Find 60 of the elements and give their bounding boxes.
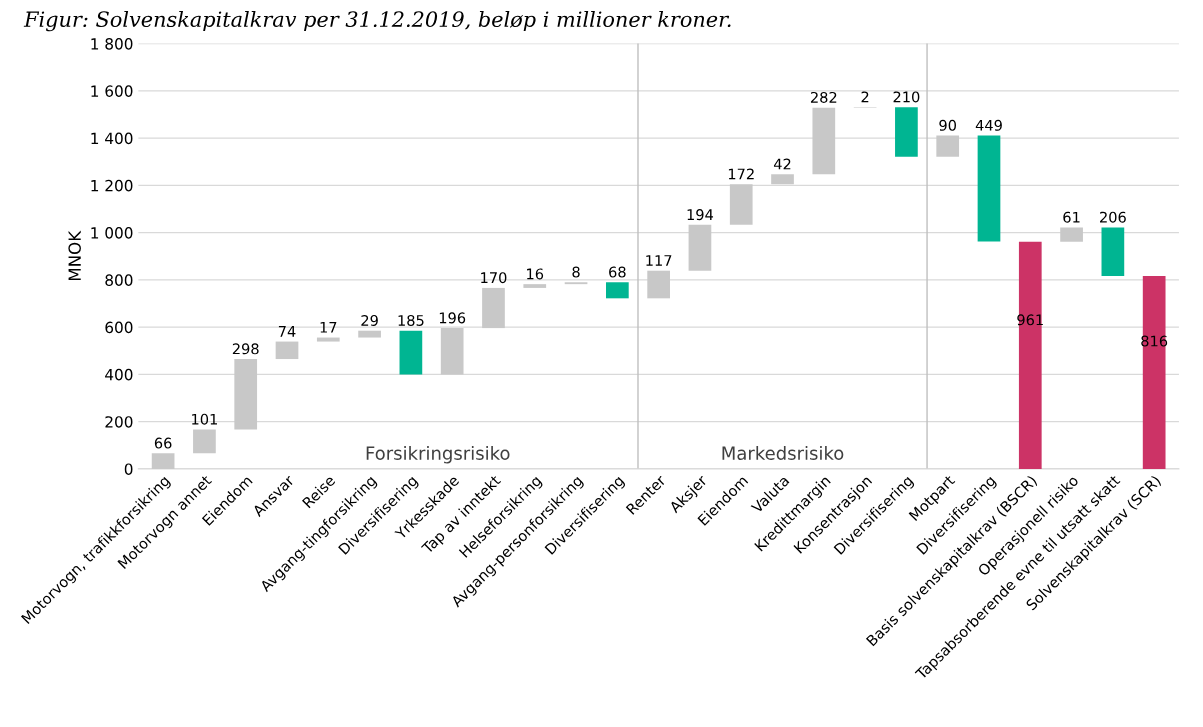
data-label: 101	[192, 413, 217, 425]
bar	[936, 135, 960, 157]
bar	[358, 330, 381, 338]
bar	[895, 107, 918, 157]
data-label: 74	[278, 326, 296, 337]
bar	[482, 287, 505, 329]
bar	[275, 341, 299, 360]
annotation: Forsikringsrisiko	[366, 446, 510, 464]
y-tick-label: 1 800	[91, 38, 133, 50]
data-label: 61	[1063, 211, 1080, 223]
bar	[812, 107, 836, 175]
y-tick-label: 1 600	[91, 85, 133, 97]
bar	[647, 270, 670, 299]
data-label: 17	[320, 321, 337, 333]
y-tick-label: 1 000	[91, 227, 133, 239]
data-label: 194	[687, 209, 714, 221]
bar	[523, 284, 547, 288]
data-label: 42	[773, 158, 791, 170]
data-label: 449	[975, 119, 1002, 131]
bar	[151, 453, 175, 469]
y-tick-label: 200	[105, 416, 133, 428]
data-label: 29	[361, 314, 378, 326]
data-label: 8	[572, 266, 580, 278]
y-tick-label: 800	[105, 274, 133, 286]
chart-title: Figur: Solvenskapitalkrav per 31.12.2019, beløp i millioner kroner.	[23, 10, 731, 32]
bar	[605, 282, 629, 299]
data-label: 196	[439, 312, 466, 324]
data-label: 90	[939, 119, 957, 131]
data-label: 170	[481, 272, 507, 284]
data-label: 172	[728, 168, 754, 180]
y-tick-label: 400	[105, 368, 133, 381]
data-label: 210	[893, 91, 920, 103]
bar	[688, 224, 712, 271]
y-tick-label: 1 200	[91, 179, 133, 192]
bar	[1101, 227, 1125, 277]
data-label: 298	[232, 343, 259, 355]
data-label: 185	[398, 314, 424, 326]
y-tick-label: 1 400	[91, 132, 133, 145]
data-label: 117	[646, 255, 672, 266]
bar	[1142, 276, 1166, 469]
bar	[977, 135, 1001, 242]
y-tick-label: 0	[124, 463, 133, 475]
y-tick-label: 600	[105, 321, 133, 334]
data-label: 282	[810, 91, 837, 103]
data-label: 16	[527, 268, 544, 280]
data-label: 2	[861, 91, 869, 103]
data-label: 206	[1100, 211, 1126, 223]
bar	[399, 330, 423, 375]
bar	[316, 337, 340, 342]
bar	[440, 328, 464, 375]
data-label: 68	[609, 266, 626, 278]
bar	[1060, 227, 1083, 242]
bar	[234, 359, 258, 430]
y-axis-title: MNOK	[68, 230, 81, 281]
bar	[729, 184, 753, 225]
bar	[771, 174, 794, 185]
annotation: Markedsrisiko	[722, 446, 844, 460]
bar	[1018, 241, 1042, 469]
data-label: 66	[154, 437, 172, 449]
bar	[193, 429, 216, 454]
